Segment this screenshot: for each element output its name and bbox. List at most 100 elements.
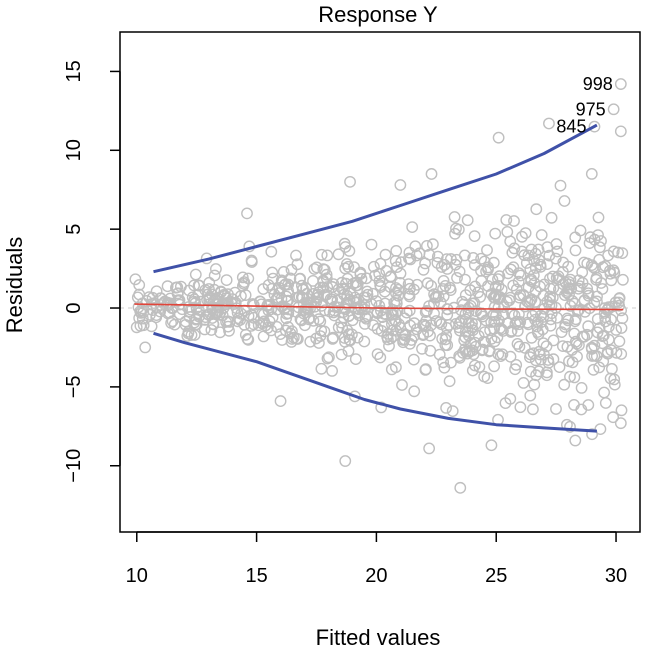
data-point bbox=[380, 264, 393, 277]
data-point bbox=[562, 260, 574, 273]
data-point bbox=[270, 320, 283, 333]
data-point bbox=[165, 316, 178, 329]
data-point bbox=[566, 295, 579, 307]
data-point bbox=[139, 341, 152, 354]
data-point bbox=[182, 327, 195, 340]
data-point bbox=[287, 331, 300, 344]
data-point bbox=[569, 315, 581, 328]
data-point bbox=[360, 291, 373, 304]
data-point bbox=[337, 311, 350, 324]
data-point bbox=[154, 292, 167, 305]
data-point bbox=[314, 315, 327, 328]
data-point bbox=[344, 175, 356, 188]
data-point bbox=[145, 320, 158, 333]
data-point bbox=[361, 285, 374, 298]
x-tick-label: 15 bbox=[245, 565, 267, 587]
data-point bbox=[500, 214, 513, 226]
data-point bbox=[369, 269, 381, 282]
data-point bbox=[514, 401, 527, 414]
data-point bbox=[574, 224, 587, 237]
data-point bbox=[510, 358, 523, 371]
data-point bbox=[286, 333, 298, 345]
data-point bbox=[520, 257, 533, 269]
data-point bbox=[537, 289, 550, 302]
data-point bbox=[482, 263, 494, 276]
data-point bbox=[578, 294, 591, 306]
data-point bbox=[335, 348, 348, 361]
data-point bbox=[136, 297, 149, 310]
data-point bbox=[315, 248, 328, 261]
data-point bbox=[543, 249, 556, 262]
data-point bbox=[444, 284, 457, 296]
data-point bbox=[617, 273, 629, 286]
data-point bbox=[524, 365, 537, 378]
data-point bbox=[608, 378, 621, 391]
y-tick-label: −10 bbox=[63, 449, 85, 483]
data-point bbox=[583, 237, 596, 250]
data-point bbox=[433, 316, 446, 329]
data-point bbox=[598, 386, 610, 399]
data-point bbox=[524, 263, 537, 276]
data-point bbox=[449, 227, 461, 240]
data-point bbox=[438, 361, 451, 374]
data-point bbox=[564, 420, 576, 433]
data-point bbox=[358, 299, 371, 311]
data-point bbox=[437, 356, 450, 369]
data-point bbox=[295, 279, 308, 292]
x-tick-label: 30 bbox=[605, 565, 627, 587]
data-point bbox=[610, 346, 623, 359]
data-point bbox=[516, 230, 528, 243]
data-point bbox=[569, 244, 582, 257]
data-point bbox=[533, 254, 545, 267]
data-point bbox=[328, 304, 341, 317]
data-point bbox=[477, 335, 490, 348]
data-point bbox=[293, 290, 306, 303]
data-point bbox=[485, 439, 498, 452]
data-point bbox=[585, 259, 598, 271]
data-point bbox=[236, 271, 249, 284]
data-point bbox=[613, 292, 626, 305]
data-point bbox=[576, 266, 589, 279]
data-point bbox=[214, 326, 227, 339]
data-point bbox=[339, 241, 352, 253]
data-point bbox=[566, 343, 578, 356]
data-point bbox=[285, 325, 298, 338]
data-point bbox=[379, 248, 392, 261]
data-point bbox=[246, 298, 259, 310]
data-point bbox=[493, 270, 506, 283]
data-point bbox=[161, 280, 174, 293]
data-point bbox=[524, 389, 537, 402]
data-point bbox=[420, 239, 433, 252]
data-point bbox=[451, 271, 463, 284]
data-point bbox=[488, 360, 500, 373]
data-point bbox=[266, 266, 279, 279]
data-point bbox=[575, 381, 588, 394]
data-point bbox=[358, 335, 371, 348]
data-point bbox=[587, 363, 600, 376]
data-point bbox=[599, 315, 612, 328]
data-point bbox=[322, 351, 335, 364]
data-point bbox=[558, 378, 571, 391]
curves-layer bbox=[134, 123, 624, 433]
data-point bbox=[440, 401, 452, 414]
data-point bbox=[282, 278, 295, 291]
data-point bbox=[335, 276, 348, 289]
data-point bbox=[304, 335, 317, 348]
data-point bbox=[408, 329, 420, 342]
data-point bbox=[454, 481, 467, 494]
data-point bbox=[290, 249, 302, 262]
data-point bbox=[280, 290, 293, 303]
data-point bbox=[564, 370, 576, 383]
data-point bbox=[236, 280, 249, 292]
data-point bbox=[599, 397, 612, 409]
data-point bbox=[390, 287, 402, 300]
data-point bbox=[598, 307, 611, 319]
data-point bbox=[176, 303, 189, 316]
data-point bbox=[607, 411, 619, 424]
data-point bbox=[278, 303, 291, 315]
data-point bbox=[326, 364, 338, 377]
data-point bbox=[553, 361, 566, 373]
data-point bbox=[464, 299, 477, 312]
data-point bbox=[358, 317, 371, 330]
